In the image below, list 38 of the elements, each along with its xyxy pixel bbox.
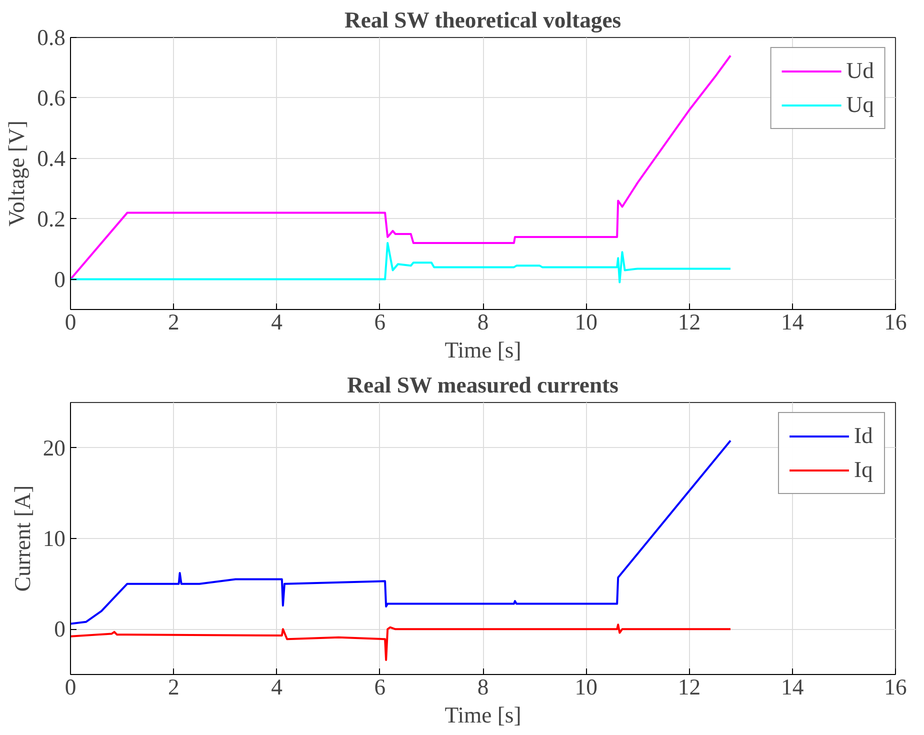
x-tick-label: 10 (574, 674, 598, 700)
y-axis-title: Current [A] (10, 485, 35, 592)
chart-title: Real SW measured currents (347, 372, 619, 398)
x-tick-label: 12 (678, 310, 701, 334)
x-tick-label: 14 (781, 310, 804, 334)
x-tick-label: 8 (477, 310, 489, 334)
chart-title: Real SW theoretical voltages (344, 8, 622, 32)
x-tick-label: 14 (781, 674, 804, 700)
y-tick-label: 0 (54, 266, 66, 292)
y-axis-title: Voltage [V] (4, 120, 30, 226)
x-tick-label: 2 (168, 310, 180, 334)
x-tick-label: 16 (884, 674, 907, 700)
line-series (70, 440, 732, 625)
y-tick-label: 0.4 (37, 146, 66, 171)
x-tick-label: 12 (678, 674, 701, 700)
y-tick-label: 0.6 (37, 85, 66, 110)
x-tick-label: 16 (884, 310, 907, 334)
y-tick-label: 10 (42, 526, 66, 551)
x-tick-label: 2 (168, 674, 180, 700)
legend-label: Id (854, 423, 874, 449)
legend-label: Uq (846, 92, 874, 118)
x-tick-label: 10 (574, 310, 598, 334)
x-tick-label: 8 (477, 674, 489, 700)
line-series (70, 242, 732, 284)
legend-label: Ud (846, 58, 874, 84)
x-axis-title: Time [s] (444, 338, 522, 362)
y-tick-label: 20 (42, 435, 66, 460)
line-series (70, 54, 732, 280)
legend-label: Iq (854, 457, 874, 483)
y-tick-label: 0.2 (37, 206, 66, 232)
line-series (70, 624, 732, 661)
x-tick-label: 6 (374, 674, 386, 700)
x-tick-label: 4 (271, 310, 282, 334)
x-tick-label: 6 (374, 310, 386, 334)
x-tick-label: 4 (271, 674, 282, 700)
y-tick-label: 0.8 (37, 25, 66, 50)
y-tick-label: 0 (54, 616, 66, 642)
x-axis-title: Time [s] (444, 702, 522, 728)
